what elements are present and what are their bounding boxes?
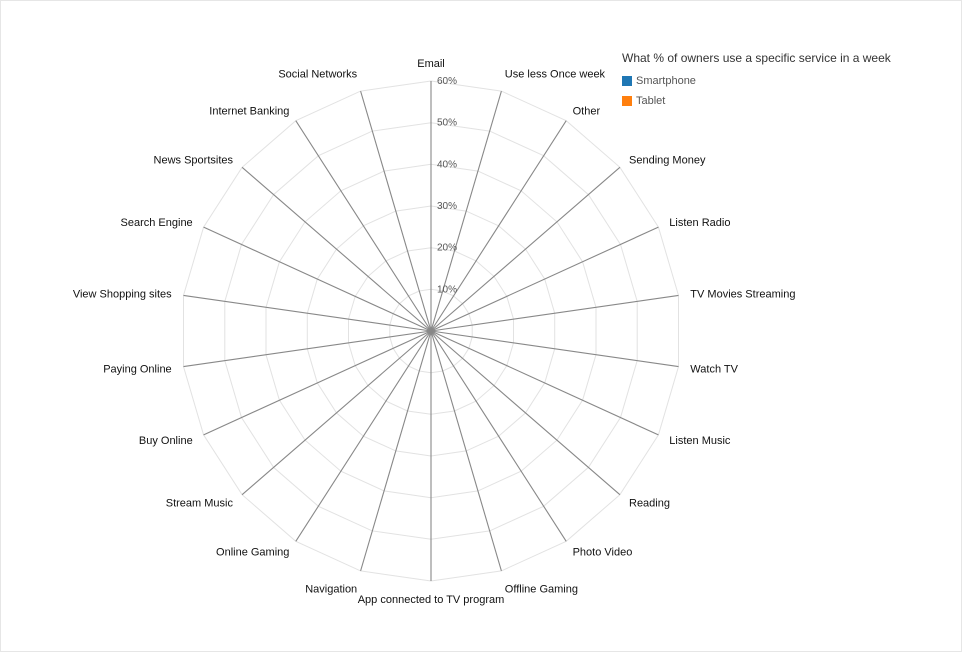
axis-spoke <box>295 120 432 332</box>
axis-label: App connected to TV program <box>358 594 505 606</box>
axis-spoke <box>203 330 432 436</box>
axis-spoke <box>430 330 679 368</box>
axis-spoke <box>183 330 432 368</box>
axis-spoke <box>430 90 502 332</box>
legend-item-tablet[interactable]: Tablet <box>622 91 891 111</box>
legend-swatch-smartphone <box>622 76 632 86</box>
tick-label: 20% <box>437 243 457 254</box>
axis-spoke <box>183 294 432 332</box>
axis-spoke <box>430 120 567 332</box>
axis-spoke <box>430 330 502 572</box>
axis-spoke <box>295 330 432 542</box>
axis-label: Watch TV <box>690 363 738 375</box>
legend-item-smartphone[interactable]: Smartphone <box>622 71 891 91</box>
axis-label: Listen Music <box>669 435 731 447</box>
legend-label-smartphone: Smartphone <box>636 75 696 87</box>
axis-label: Listen Radio <box>669 217 730 229</box>
axis-spoke <box>430 330 659 436</box>
axis-label: Paying Online <box>103 363 172 375</box>
axis-label: TV Movies Streaming <box>690 289 795 301</box>
tick-label: 60% <box>437 76 457 87</box>
axis-spoke <box>430 294 679 332</box>
axis-spoke <box>430 330 567 542</box>
axis-spoke <box>360 90 432 332</box>
legend-label-tablet: Tablet <box>636 95 666 107</box>
axis-spoke <box>430 166 621 332</box>
axis-spoke <box>430 330 621 496</box>
chart-title: What % of owners use a specific service … <box>622 51 891 65</box>
tick-label: 50% <box>437 118 457 129</box>
tick-label: 10% <box>437 284 457 295</box>
axis-label: Social Networks <box>278 69 357 81</box>
axis-label: View Shopping sites <box>73 289 172 301</box>
axis-label: Offline Gaming <box>505 583 578 595</box>
axis-spoke <box>360 330 432 572</box>
axis-label: Buy Online <box>139 435 193 447</box>
tick-label: 40% <box>437 159 457 170</box>
axis-label: Other <box>573 106 601 118</box>
axis-label: Email <box>417 58 445 70</box>
axis-label: Internet Banking <box>209 106 289 118</box>
axis-spoke <box>241 166 432 332</box>
axis-label: Sending Money <box>629 154 706 166</box>
axis-spoke <box>241 330 432 496</box>
axis-spoke <box>203 226 432 332</box>
legend-swatch-tablet <box>622 96 632 106</box>
axis-label: News Sportsites <box>154 154 234 166</box>
axis-label: Use less Once week <box>505 69 606 81</box>
axis-label: Stream Music <box>166 498 234 510</box>
axis-label: Navigation <box>305 583 357 595</box>
axis-label: Reading <box>629 498 670 510</box>
axis-label: Search Engine <box>121 217 193 229</box>
tick-label: 30% <box>437 201 457 212</box>
axis-label: Photo Video <box>573 546 633 558</box>
legend: What % of owners use a specific service … <box>622 51 891 111</box>
tick-labels: 10% 20% 30% 40% 50% 60% <box>437 76 457 295</box>
axis-label: Online Gaming <box>216 546 289 558</box>
axis-spoke <box>430 226 659 332</box>
axis-labels: Email Use less Once week Other Sending Mone… <box>73 58 796 606</box>
axis-spokes <box>183 81 679 581</box>
